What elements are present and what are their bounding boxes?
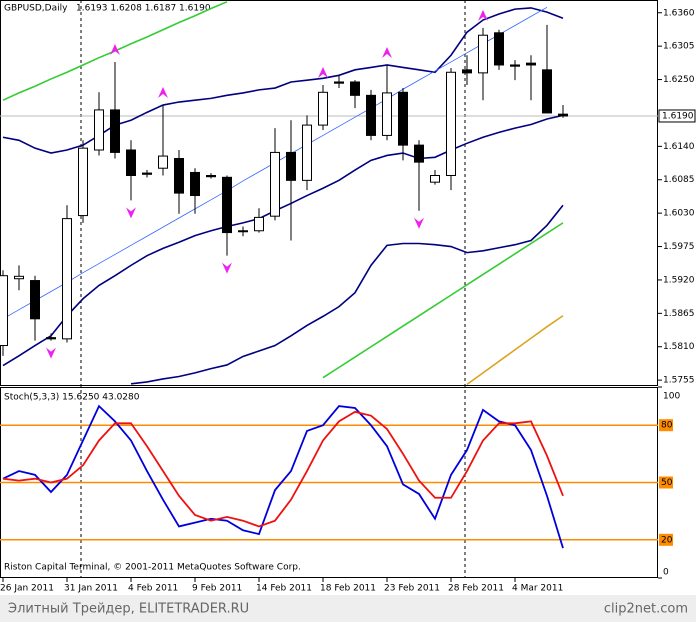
y-tick-label: 1.6085 xyxy=(663,175,695,185)
x-tick-label: 14 Feb 2011 xyxy=(256,584,312,594)
y-tick-label: 1.6360 xyxy=(663,8,695,18)
candle-body xyxy=(366,94,376,136)
fractal-up xyxy=(382,46,392,58)
level-label: 80 xyxy=(661,421,673,431)
level-box xyxy=(659,419,673,432)
fractal-down xyxy=(46,347,56,359)
fractal-up xyxy=(478,9,488,21)
candle-body xyxy=(478,34,488,74)
price-box xyxy=(658,109,696,123)
level-label: 20 xyxy=(661,535,673,545)
y-tick-label: 1.6250 xyxy=(663,75,695,85)
ohlc-header: 1.6193 1.6208 1.6187 1.6190 xyxy=(76,4,211,14)
x-tick-label: 28 Feb 2011 xyxy=(448,584,504,594)
copyright: Riston Capital Terminal, © 2001-2011 Met… xyxy=(4,563,301,573)
candle-body xyxy=(542,69,552,114)
x-tick-label: 4 Mar 2011 xyxy=(512,584,563,594)
line xyxy=(2,410,564,528)
candle-body xyxy=(142,172,152,175)
candle-body xyxy=(430,174,440,183)
candle-body xyxy=(462,69,472,74)
fractal-up xyxy=(110,43,120,55)
candle-body xyxy=(318,91,328,126)
fractal-down xyxy=(222,262,232,274)
candle-body xyxy=(350,81,360,96)
y-tick-label: 1.5865 xyxy=(663,309,695,319)
candle-body xyxy=(30,280,40,320)
chart-title: GBPUSD,Daily xyxy=(4,4,68,14)
candle-body xyxy=(126,149,136,176)
level-box xyxy=(659,533,673,546)
candle-body xyxy=(158,155,168,169)
y-tick-label: 1.6305 xyxy=(663,42,695,52)
fractal-up xyxy=(318,67,328,79)
x-tick-label: 23 Feb 2011 xyxy=(384,584,440,594)
price-pane xyxy=(0,0,658,386)
price-label: 1.6190 xyxy=(662,111,694,121)
candle-body xyxy=(62,218,72,340)
candle-body xyxy=(190,171,200,197)
fractal-down xyxy=(414,217,424,229)
candle-body xyxy=(382,92,392,136)
background xyxy=(0,0,696,595)
line xyxy=(2,1,228,101)
stoch-title: Stoch(5,3,3) 15.6250 43.0280 xyxy=(4,393,140,403)
x-tick-label: 26 Jan 2011 xyxy=(0,584,54,594)
candle-body xyxy=(446,71,456,176)
x-tick-label: 4 Feb 2011 xyxy=(128,584,178,594)
candle-body xyxy=(270,151,280,217)
level-box xyxy=(659,476,673,489)
line xyxy=(322,222,564,379)
candle-body xyxy=(414,144,424,163)
fractal-up xyxy=(158,87,168,99)
line xyxy=(466,315,564,386)
line xyxy=(2,114,564,367)
y-tick-label: 1.6030 xyxy=(663,209,695,219)
candle-body xyxy=(334,81,344,84)
candle-body xyxy=(78,147,88,217)
x-tick-label: 18 Feb 2011 xyxy=(320,584,376,594)
line xyxy=(2,404,564,549)
line xyxy=(130,204,564,385)
y-tick-label: 0 xyxy=(663,568,669,578)
level-label: 50 xyxy=(661,478,673,488)
footer-right: clip2net.com xyxy=(604,602,688,617)
y-tick-label: 1.5920 xyxy=(663,275,695,285)
y-tick-label: 100 xyxy=(663,392,680,402)
candle-body xyxy=(302,124,312,181)
fractal-down xyxy=(126,207,136,219)
y-tick-label: 1.5975 xyxy=(663,242,695,252)
candle-body xyxy=(0,275,8,347)
candle-body xyxy=(494,32,504,66)
candle-body xyxy=(222,176,232,234)
candle-body xyxy=(526,62,536,66)
y-tick-label: 1.5755 xyxy=(663,376,695,386)
candle-body xyxy=(94,109,104,151)
candle-body xyxy=(510,64,520,67)
footer-left: Элитный Трейдер, ELITETRADER.RU xyxy=(8,602,249,617)
footer-bar xyxy=(0,595,696,622)
candle-body xyxy=(398,91,408,146)
candle-body xyxy=(558,113,568,117)
candle-body xyxy=(254,216,264,232)
candle-body xyxy=(174,157,184,194)
x-tick-label: 31 Jan 2011 xyxy=(64,584,118,594)
candle-body xyxy=(286,151,296,181)
y-tick-label: 1.6140 xyxy=(663,142,695,152)
candle-body xyxy=(110,109,120,153)
candle-body xyxy=(46,337,56,340)
candle-body xyxy=(238,230,248,233)
candle-body xyxy=(206,174,216,178)
x-tick-label: 9 Feb 2011 xyxy=(192,584,242,594)
y-tick-label: 1.5810 xyxy=(663,342,695,352)
footer: Элитный Трейдер, ELITETRADER.RU clip2net… xyxy=(0,595,696,622)
candle-body xyxy=(14,275,24,280)
